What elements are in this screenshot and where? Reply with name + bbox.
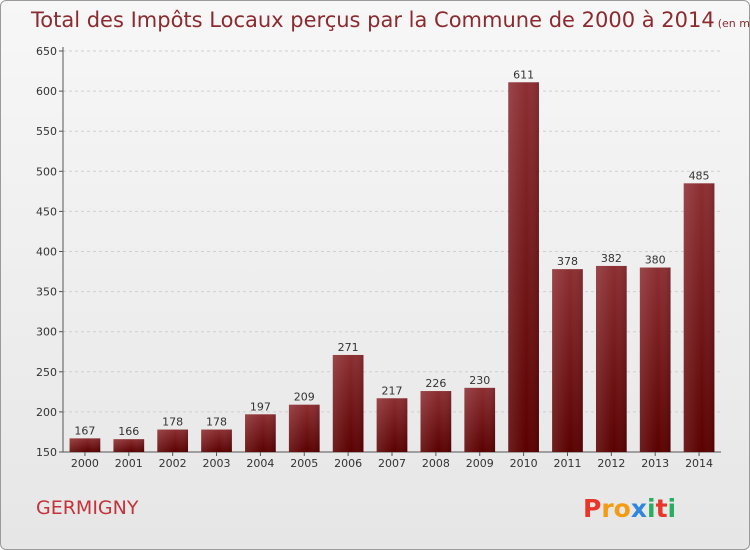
x-tick-label: 2007	[378, 457, 406, 470]
value-label: 611	[513, 68, 534, 81]
x-tick-label: 2000	[71, 457, 99, 470]
logo-letter: i	[647, 494, 656, 523]
value-label: 271	[338, 341, 359, 354]
logo-letter: t	[656, 494, 668, 523]
x-tick-label: 2003	[203, 457, 231, 470]
x-tick-label: 2002	[159, 457, 187, 470]
value-label: 167	[74, 424, 95, 437]
bar-shade	[639, 267, 671, 452]
value-label: 226	[425, 377, 446, 390]
bar-shade	[201, 429, 232, 452]
x-tick-label: 2004	[246, 457, 274, 470]
x-tick-label: 2010	[510, 457, 538, 470]
logo-letter: o	[614, 494, 631, 523]
y-tick-label: 200	[36, 406, 57, 419]
bar-shade	[595, 265, 627, 452]
logo-letter: P	[583, 494, 601, 523]
x-tick-label: 2001	[115, 457, 143, 470]
logo-letter: i	[668, 494, 677, 523]
x-axis: 2000 2001 2002 2003 2004 2005 2006 2007 2008 2009…	[71, 452, 713, 470]
value-label: 178	[206, 416, 227, 429]
y-tick-label: 450	[36, 205, 57, 218]
bar-shade	[683, 183, 715, 452]
x-tick-label: 2009	[466, 457, 494, 470]
x-tick-label: 2014	[685, 457, 713, 470]
y-tick-label: 250	[36, 366, 57, 379]
bar-shade	[376, 398, 408, 452]
value-label: 197	[250, 400, 271, 413]
title-unit: (en milliers d'€)	[718, 17, 749, 30]
bar-shade	[288, 404, 320, 452]
y-tick-label: 500	[36, 165, 57, 178]
value-labels: 167 166 178 178 197 209 271 217 226 230 611 378 382 3…	[74, 68, 709, 438]
x-tick-label: 2005	[290, 457, 318, 470]
bar-shade	[332, 354, 364, 452]
y-tick-label: 400	[36, 246, 57, 259]
bar-shade	[508, 82, 539, 452]
y-tick-label: 550	[36, 125, 57, 138]
x-tick-label: 2013	[641, 457, 669, 470]
value-label: 217	[382, 384, 403, 397]
y-tick-label: 150	[36, 446, 57, 459]
bars	[69, 82, 715, 452]
y-tick-label: 350	[36, 286, 57, 299]
x-tick-label: 2011	[553, 457, 581, 470]
x-tick-label: 2012	[597, 457, 625, 470]
y-tick-label: 600	[36, 85, 57, 98]
bar-shade	[69, 438, 101, 452]
chart-title: Total des Impôts Locaux perçus par la Co…	[30, 8, 749, 32]
bar-shade	[420, 391, 452, 452]
proxiti-logo: Proxiti	[583, 494, 676, 523]
x-tick-label: 2008	[422, 457, 450, 470]
value-label: 382	[601, 252, 622, 265]
value-label: 209	[294, 391, 315, 404]
bar-shade	[157, 429, 189, 452]
value-label: 485	[689, 169, 710, 182]
title-text: Total des Impôts Locaux perçus par la Co…	[30, 8, 715, 32]
value-label: 378	[557, 255, 578, 268]
bar-shade	[552, 269, 583, 452]
logo-letter: r	[601, 494, 614, 523]
logo-letter: x	[631, 494, 647, 523]
value-label: 230	[469, 374, 490, 387]
y-tick-label: 650	[36, 45, 57, 58]
x-tick-label: 2006	[334, 457, 362, 470]
commune-name: GERMIGNY	[36, 497, 139, 519]
y-tick-label: 300	[36, 326, 57, 339]
bar-shade	[245, 414, 276, 452]
bar-shade	[464, 387, 496, 452]
value-label: 166	[118, 425, 139, 438]
logo-text: Proxiti	[583, 494, 676, 523]
bar-shade	[113, 439, 145, 452]
value-label: 380	[645, 254, 666, 267]
value-label: 178	[162, 416, 183, 429]
